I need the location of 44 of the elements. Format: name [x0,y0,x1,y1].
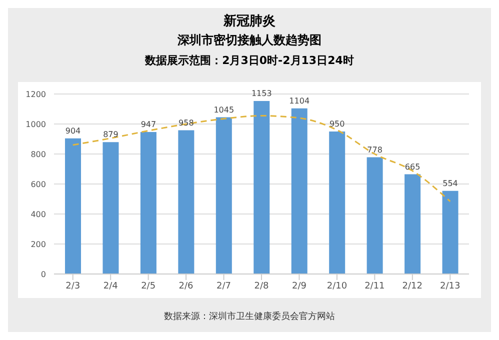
bar [366,157,383,274]
bar [254,101,270,274]
bar [102,142,119,274]
x-tick-label: 2/5 [141,281,156,292]
text: 数据展示范围：2月3日0时-2月13日24时 [144,53,355,68]
chart-title: 新冠肺炎 [222,12,276,30]
y-tick-label: 0 [40,270,46,279]
y-tick-label: 1000 [26,120,46,129]
data-label: 879 [103,130,118,140]
bar [404,174,421,274]
x-tick-label: 2/7 [216,281,232,292]
data-label: 1045 [214,105,234,114]
data-label: 1153 [251,89,272,98]
bar [216,117,232,274]
chart-subtitle: 深圳市密切接触人数趋势图 [176,32,322,49]
bar [329,132,346,274]
source-note: 数据来源：深圳市卫生健康委员会官方网站 [163,310,336,323]
y-tick-label: 800 [30,150,46,159]
x-tick-label: 2/3 [66,281,80,292]
bar [65,138,81,274]
x-tick-label: 2/12 [402,281,423,292]
data-label: 665 [404,162,420,172]
data-label: 947 [140,120,156,129]
x-tick-label: 2/6 [178,281,194,292]
y-tick-label: 400 [30,210,46,219]
data-label: 1104 [289,96,310,106]
y-tick-label: 600 [30,180,46,189]
x-tick-label: 2/9 [292,281,307,292]
bar [442,190,458,274]
bar [140,132,156,274]
y-tick-label: 1200 [26,90,46,99]
y-tick-label: 200 [30,240,46,249]
x-tick-label: 2/11 [364,281,385,292]
bar [178,130,194,274]
data-label: 958 [178,118,194,128]
data-label: 554 [442,178,458,188]
x-tick-label: 2/4 [103,281,118,292]
bar [291,108,308,274]
data-label: 904 [65,126,81,136]
x-tick-label: 2/13 [440,281,460,292]
data-label: 778 [367,145,382,154]
data-label: 950 [329,120,345,128]
x-tick-label: 2/8 [254,281,270,292]
x-tick-label: 2/10 [326,281,348,292]
